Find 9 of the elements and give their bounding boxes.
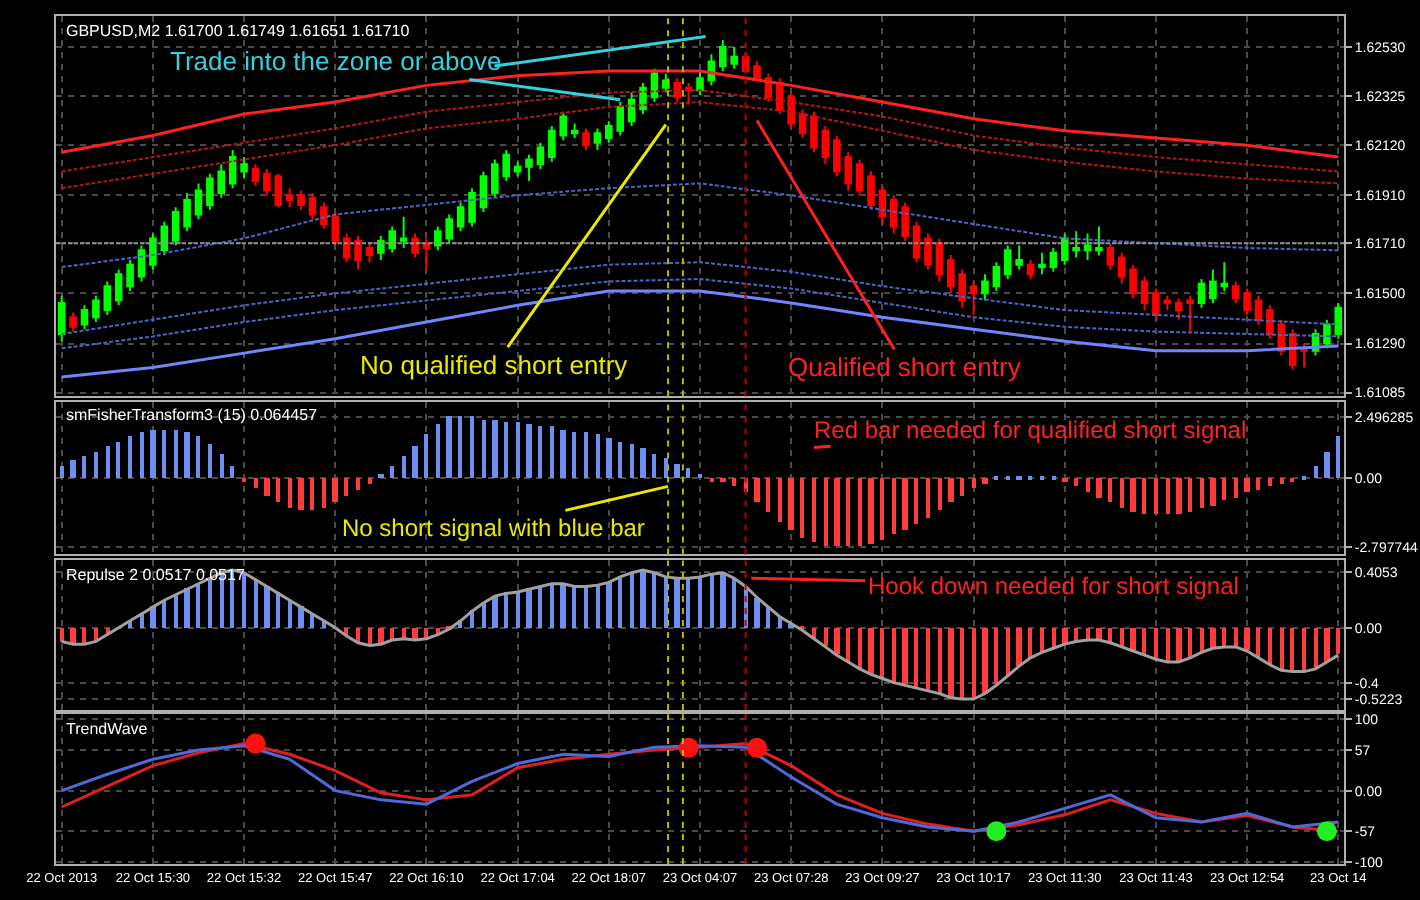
annotation: No short signal with blue bar <box>342 514 645 542</box>
chart-title: TrendWave <box>66 720 149 738</box>
annotation: Trade into the zone or above <box>170 46 502 76</box>
chart-title: smFisherTransform3 (15) 0.064457 <box>66 406 319 424</box>
annotation: No qualified short entry <box>360 350 629 380</box>
annotation: Hook down needed for short signal <box>868 572 1239 600</box>
annotation: Qualified short entry <box>788 352 1022 382</box>
annotation: Red bar needed for qualified short signal <box>814 416 1247 444</box>
chart-title: GBPUSD,M2 1.61700 1.61749 1.61651 1.61710 <box>66 22 411 40</box>
